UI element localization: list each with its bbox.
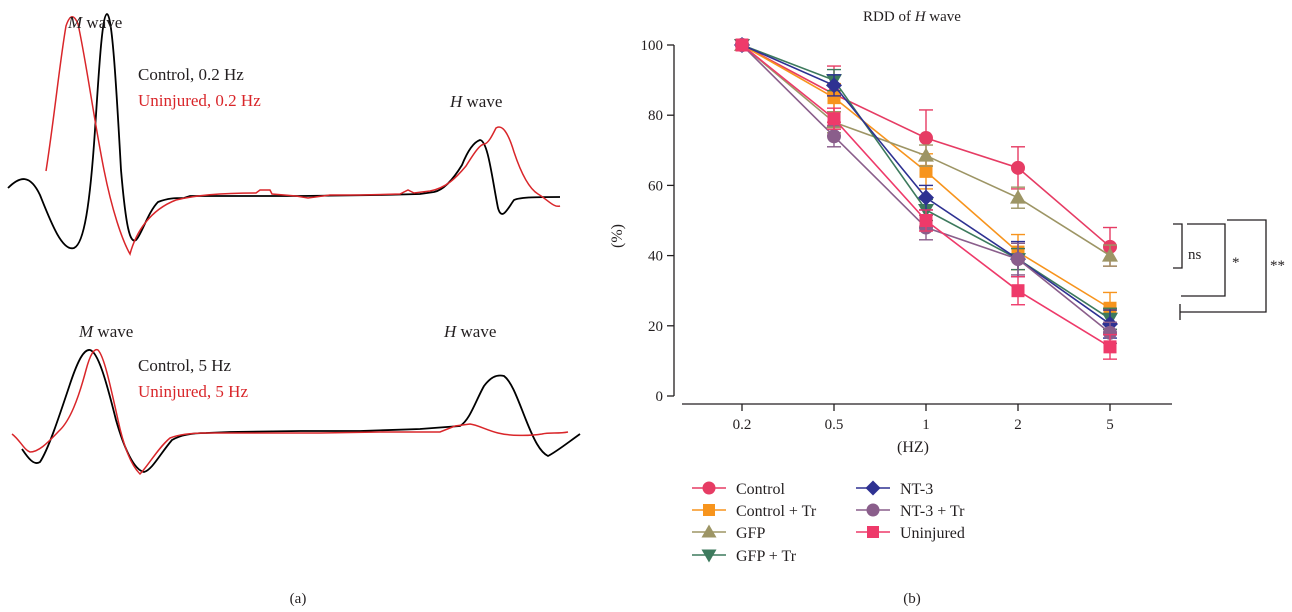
bottom-h-wave-label: H wave: [443, 322, 496, 341]
y-tick-label: 40: [648, 249, 663, 265]
legend-label: GFP + Tr: [736, 548, 797, 565]
trace-control-0.2hz: [7, 13, 561, 249]
significance-brackets: ns * **: [1173, 219, 1285, 320]
data-point: [827, 112, 841, 126]
data-point: [918, 189, 934, 206]
y-tick-label: 60: [648, 178, 663, 194]
legend-item: GFP: [692, 524, 765, 542]
bracket-double-star: [1179, 219, 1267, 320]
chart-axes: 0 20 40 60 80 100 0.2 0.5 1 2 5: [641, 38, 1172, 433]
legend-label: Uninjured: [900, 525, 965, 542]
top-m-wave-text: wave: [82, 13, 122, 32]
legend-label: NT-3: [900, 481, 933, 498]
data-point: [826, 77, 842, 94]
panel-a-label: (a): [290, 591, 307, 607]
legend-marker: [865, 480, 881, 496]
legend-item: NT-3: [856, 480, 933, 498]
data-point: [1103, 340, 1117, 354]
legend-marker: [701, 524, 717, 538]
sig-double-star-label: **: [1270, 258, 1285, 274]
data-point: [918, 147, 934, 162]
x-tick-label: 2: [1014, 417, 1022, 433]
y-axis-label: (%): [609, 224, 626, 248]
legend-label: NT-3 + Tr: [900, 503, 965, 520]
data-point: [919, 214, 933, 227]
y-tick-label: 100: [641, 38, 664, 54]
y-tick-label: 80: [648, 108, 663, 124]
legend-item: Control: [692, 481, 785, 498]
bracket-ns: [1173, 223, 1183, 269]
x-axis-label: (HZ): [897, 439, 929, 456]
chart-title-prefix: RDD of: [863, 9, 915, 25]
bracket-single-star: [1181, 223, 1226, 297]
top-legend-uninjured: Uninjured, 0.2 Hz: [138, 91, 261, 110]
top-h-wave-label: H wave: [449, 92, 502, 111]
panel-b-label: (b): [903, 591, 921, 607]
chart-title: RDD of H wave: [863, 9, 961, 25]
top-legend-control: Control, 0.2 Hz: [138, 65, 244, 84]
data-point: [827, 91, 841, 105]
legend-item: GFP + Tr: [692, 548, 797, 565]
bottom-m-wave-italic: M: [78, 322, 94, 341]
data-point: [1010, 189, 1026, 204]
chart-title-italic: H: [914, 9, 927, 25]
legend-item: NT-3 + Tr: [856, 503, 965, 520]
legend-label: Control: [736, 481, 785, 498]
legend-marker: [867, 526, 879, 538]
top-h-wave-text: wave: [462, 92, 502, 111]
top-m-wave-italic: M: [67, 13, 83, 32]
x-tick-label: 0.2: [733, 417, 752, 433]
bottom-legend-uninjured: Uninjured, 5 Hz: [138, 382, 248, 401]
legend-item: Control + Tr: [692, 503, 817, 520]
data-point: [1011, 284, 1025, 298]
y-tick-label: 20: [648, 319, 663, 335]
x-tick-label: 0.5: [825, 417, 844, 433]
series-uninjured: [735, 38, 1117, 360]
trace-control-5hz: [21, 349, 581, 473]
bottom-m-wave-label: M wave: [78, 322, 133, 341]
data-point: [1011, 252, 1025, 267]
legend-marker: [702, 481, 716, 495]
sig-ns-label: ns: [1188, 247, 1202, 263]
legend-label: GFP: [736, 525, 765, 542]
x-tick-label: 5: [1106, 417, 1114, 433]
legend-marker: [703, 504, 715, 516]
sig-star-label: *: [1232, 255, 1240, 271]
data-point: [1011, 160, 1025, 175]
data-point: [919, 131, 933, 146]
x-tick-label: 1: [922, 417, 930, 433]
legend-item: Uninjured: [856, 525, 965, 542]
legend-label: Control + Tr: [736, 503, 817, 520]
data-point: [919, 164, 933, 178]
y-tick-label: 0: [656, 389, 664, 405]
chart-title-suffix: wave: [926, 9, 962, 25]
bottom-m-wave-text: wave: [93, 322, 133, 341]
data-point: [827, 129, 841, 144]
chart-legend: Control Control + Tr GFP GFP + Tr NT-3 NT-3 +…: [692, 480, 965, 565]
data-point: [735, 38, 749, 52]
series-control-tr: [735, 38, 1117, 325]
legend-marker: [866, 503, 880, 517]
bottom-h-wave-text: wave: [456, 322, 496, 341]
top-m-wave-label: M wave: [67, 13, 122, 32]
data-point: [1102, 247, 1118, 262]
data-point: [1103, 325, 1117, 340]
legend-marker: [701, 549, 717, 563]
bottom-legend-control: Control, 5 Hz: [138, 356, 231, 375]
bottom-h-wave-italic: H: [443, 322, 458, 341]
top-h-wave-italic: H: [449, 92, 464, 111]
trace-uninjured-5hz: [11, 348, 569, 476]
trace-uninjured-0.2hz: [45, 16, 561, 256]
panel-a-bottom: [11, 348, 581, 476]
chart-series: [734, 37, 1118, 360]
panel-a-top: [7, 13, 561, 256]
